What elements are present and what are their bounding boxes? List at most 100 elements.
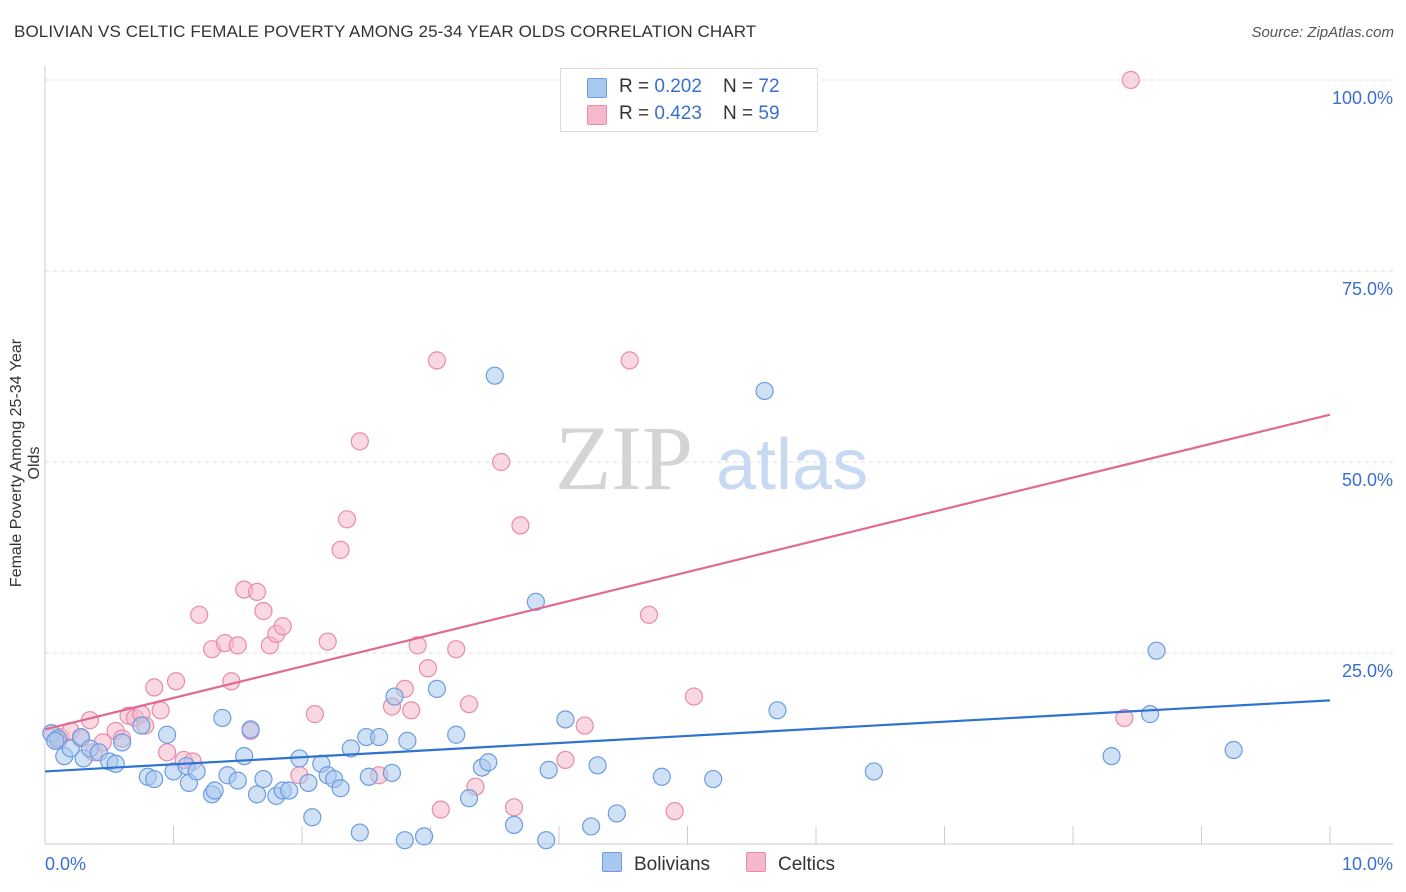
celtic-point [305,705,324,724]
bolivian-point [864,762,883,781]
celtics-n-value: 59 [758,103,780,124]
bolivian-point [704,769,723,789]
x-tick-label-min: 0.0% [45,854,86,874]
bolivian-point [504,815,524,835]
tick-labels: 100.0% 75.0% 50.0% 25.0% 0.0% 10.0% [45,88,1393,874]
celtics-legend-swatch [746,852,766,872]
chart-title: BOLIVIAN VS CELTIC FEMALE POVERTY AMONG … [14,22,757,41]
celtic-point [1121,70,1140,90]
y-tick-label: 100.0% [1332,88,1393,108]
bolivian-point [46,731,65,750]
celtic-point [556,750,575,770]
celtic-point [511,516,530,535]
celtics-legend-label: Celtics [778,854,836,875]
celtic-point [145,678,164,697]
celtic-point [331,540,350,559]
bolivians-r-label: R = [619,76,655,97]
bolivian-point [241,720,260,739]
grid-lines [45,79,1393,654]
bolivian-point [414,827,434,846]
celtic-point [151,701,170,720]
bolivians-r-value: 0.202 [654,76,702,97]
bolivian-point [398,731,417,750]
bolivian-point [459,789,479,808]
celtic-point [254,601,273,621]
bolivian-point [479,753,498,772]
celtic-point [620,351,639,370]
bolivian-point [755,381,774,401]
bolivian-point [205,781,224,800]
celtic-point [1115,708,1134,728]
bolivian-point [1224,740,1243,760]
celtic-point [639,605,659,624]
bolivian-point [607,804,626,823]
bolivian-point [652,767,671,786]
bolivian-point [382,763,402,783]
bolivian-point [385,687,404,706]
bolivian-point [447,725,466,744]
bolivian-point [588,756,607,775]
celtic-point [402,701,421,720]
x-tick-label-max: 10.0% [1342,854,1393,874]
bolivian-point [350,823,369,842]
y-tick-label: 50.0% [1342,470,1393,490]
celtic-point [427,351,447,370]
bolivian-point [247,785,267,804]
celtic-point [418,659,438,678]
celtic-point [318,632,337,651]
bolivians-n-label: N = [723,76,759,97]
bolivian-point [280,781,299,800]
celtic-point [190,605,209,624]
celtics-swatch [587,105,607,125]
bolivian-point [427,679,447,699]
celtic-point [228,636,247,655]
bolivian-point [359,767,378,786]
correlation-legend: R = 0.202 N = 72 R = 0.423 N = 59 [560,68,818,132]
celtic-point [157,743,177,762]
bolivians-trend-line [44,699,1331,773]
axes [44,66,1393,845]
legend-item-bolivians: Bolivians [602,852,710,876]
bolivian-point [228,771,247,790]
bolivian-point [235,747,254,766]
celtic-point [492,452,511,472]
bolivian-point [254,769,273,789]
bolivian-point [526,592,545,611]
bolivians-points [42,366,1243,850]
bolivian-point [537,831,556,850]
celtic-point [665,802,684,821]
bolivian-point [303,808,322,827]
bolivian-point [556,710,575,729]
watermark-zip: ZIP [555,407,693,509]
bolivians-n-value: 72 [758,76,780,97]
bolivian-point [485,366,504,385]
celtic-point [408,636,427,655]
celtic-point [337,510,357,529]
trend-lines [44,413,1331,773]
bolivian-point [582,817,601,836]
celtic-point [273,617,292,636]
bolivians-legend-label: Bolivians [634,854,711,875]
bolivian-point [157,725,177,744]
y-tick-label: 25.0% [1342,661,1393,681]
watermark-atlas: atlas [716,425,868,505]
bolivian-point [145,769,164,789]
bolivian-point [213,708,232,728]
celtic-point [575,716,594,735]
bolivian-point [341,739,360,758]
celtics-trend-line [44,413,1331,731]
bolivian-point [539,760,558,779]
celtics-r-value: 0.423 [654,103,702,124]
celtic-point [447,640,466,659]
source-label: Source: ZipAtlas.com [1251,24,1394,41]
celtic-point [350,432,369,451]
celtic-point [431,800,450,819]
bolivian-point [1147,641,1166,660]
legend-item-celtics: Celtics [746,852,835,876]
bolivian-point [1102,747,1121,766]
celtic-point [684,687,704,706]
celtic-point [504,798,524,817]
bolivian-point [112,733,132,752]
bolivian-point [299,773,318,792]
